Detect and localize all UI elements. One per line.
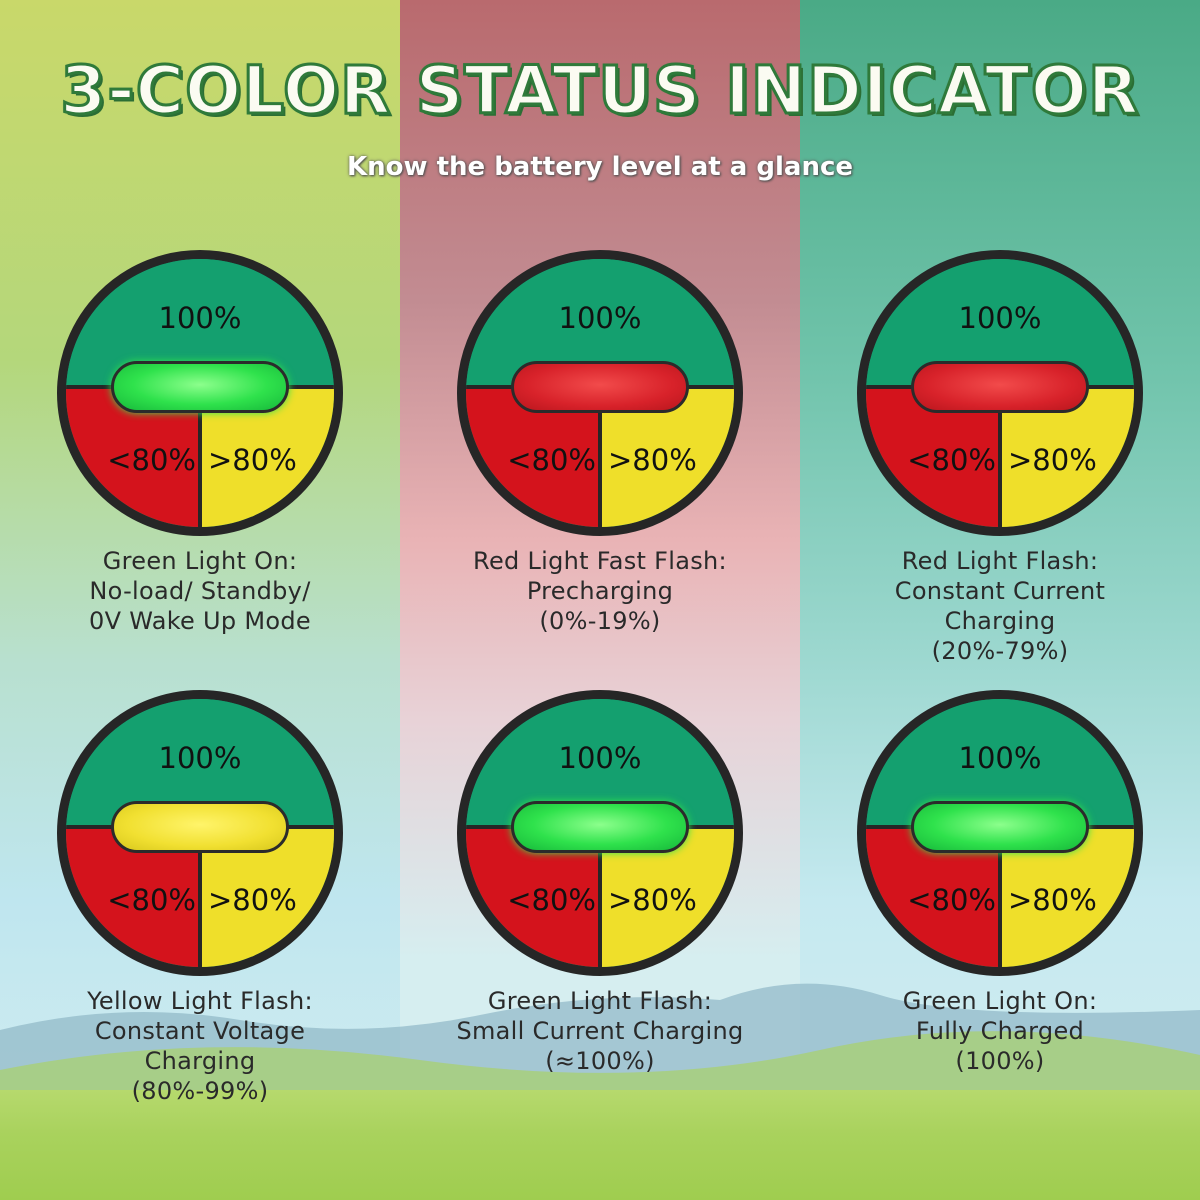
caption-line: (100%)	[955, 1047, 1045, 1075]
top-label: 100%	[158, 741, 242, 775]
right-label: >80%	[1008, 883, 1097, 917]
indicator-dial: 100% <80% >80%	[457, 250, 743, 536]
vertical-divider	[998, 387, 1002, 527]
caption-line: Constant Current	[894, 577, 1106, 605]
caption-line: (20%-79%)	[931, 637, 1069, 665]
left-label: <80%	[107, 443, 196, 477]
led-light	[111, 801, 289, 853]
vertical-divider	[198, 827, 202, 967]
caption-line: Charging	[144, 1047, 256, 1075]
indicator-caption: Yellow Light Flash: Constant Voltage Cha…	[0, 986, 400, 1106]
caption-line: Red Light Flash:	[901, 547, 1099, 575]
background-left-panel	[0, 0, 400, 1200]
right-label: >80%	[608, 883, 697, 917]
right-label: >80%	[608, 443, 697, 477]
left-label: <80%	[507, 443, 596, 477]
led-light	[511, 801, 689, 853]
vertical-divider	[598, 827, 602, 967]
caption-line: 0V Wake Up Mode	[89, 607, 311, 635]
led-light	[911, 361, 1089, 413]
indicator-caption: Red Light Flash: Constant Current Chargi…	[800, 546, 1200, 666]
caption-line: Yellow Light Flash:	[87, 987, 313, 1015]
top-label: 100%	[158, 301, 242, 335]
caption-line: (0%-19%)	[539, 607, 661, 635]
led-light	[111, 361, 289, 413]
caption-line: Red Light Fast Flash:	[473, 547, 727, 575]
vertical-divider	[198, 387, 202, 527]
left-label: <80%	[107, 883, 196, 917]
caption-line: Green Light On:	[902, 987, 1098, 1015]
caption-line: Small Current Charging	[456, 1017, 744, 1045]
caption-line: No-load/ Standby/	[89, 577, 311, 605]
led-light	[911, 801, 1089, 853]
indicator-dial: 100% <80% >80%	[57, 690, 343, 976]
top-label: 100%	[958, 741, 1042, 775]
top-label: 100%	[558, 301, 642, 335]
vertical-divider	[598, 387, 602, 527]
indicator-caption: Red Light Fast Flash: Precharging (0%-19…	[400, 546, 800, 636]
indicator-dial: 100% <80% >80%	[57, 250, 343, 536]
top-label: 100%	[958, 301, 1042, 335]
caption-line: (≈100%)	[545, 1047, 655, 1075]
left-label: <80%	[907, 443, 996, 477]
indicator-caption: Green Light Flash: Small Current Chargin…	[400, 986, 800, 1076]
indicator-dial: 100% <80% >80%	[857, 690, 1143, 976]
right-label: >80%	[1008, 443, 1097, 477]
left-label: <80%	[507, 883, 596, 917]
top-label: 100%	[558, 741, 642, 775]
caption-line: Fully Charged	[915, 1017, 1085, 1045]
left-label: <80%	[907, 883, 996, 917]
indicator-caption: Green Light On: Fully Charged (100%)	[800, 986, 1200, 1076]
caption-line: Precharging	[526, 577, 674, 605]
caption-line: Constant Voltage	[94, 1017, 306, 1045]
caption-line: Green Light On:	[102, 547, 298, 575]
right-label: >80%	[208, 443, 297, 477]
led-light	[511, 361, 689, 413]
vertical-divider	[998, 827, 1002, 967]
caption-line: Charging	[944, 607, 1056, 635]
indicator-caption: Green Light On: No-load/ Standby/ 0V Wak…	[0, 546, 400, 636]
background-grass	[0, 1090, 1200, 1200]
indicator-dial: 100% <80% >80%	[857, 250, 1143, 536]
page-subtitle: Know the battery level at a glance	[346, 152, 854, 182]
caption-line: Green Light Flash:	[487, 987, 713, 1015]
caption-line: (80%-99%)	[131, 1077, 269, 1105]
indicator-dial: 100% <80% >80%	[457, 690, 743, 976]
page-title: 3-COLOR STATUS INDICATOR	[59, 51, 1140, 131]
right-label: >80%	[208, 883, 297, 917]
